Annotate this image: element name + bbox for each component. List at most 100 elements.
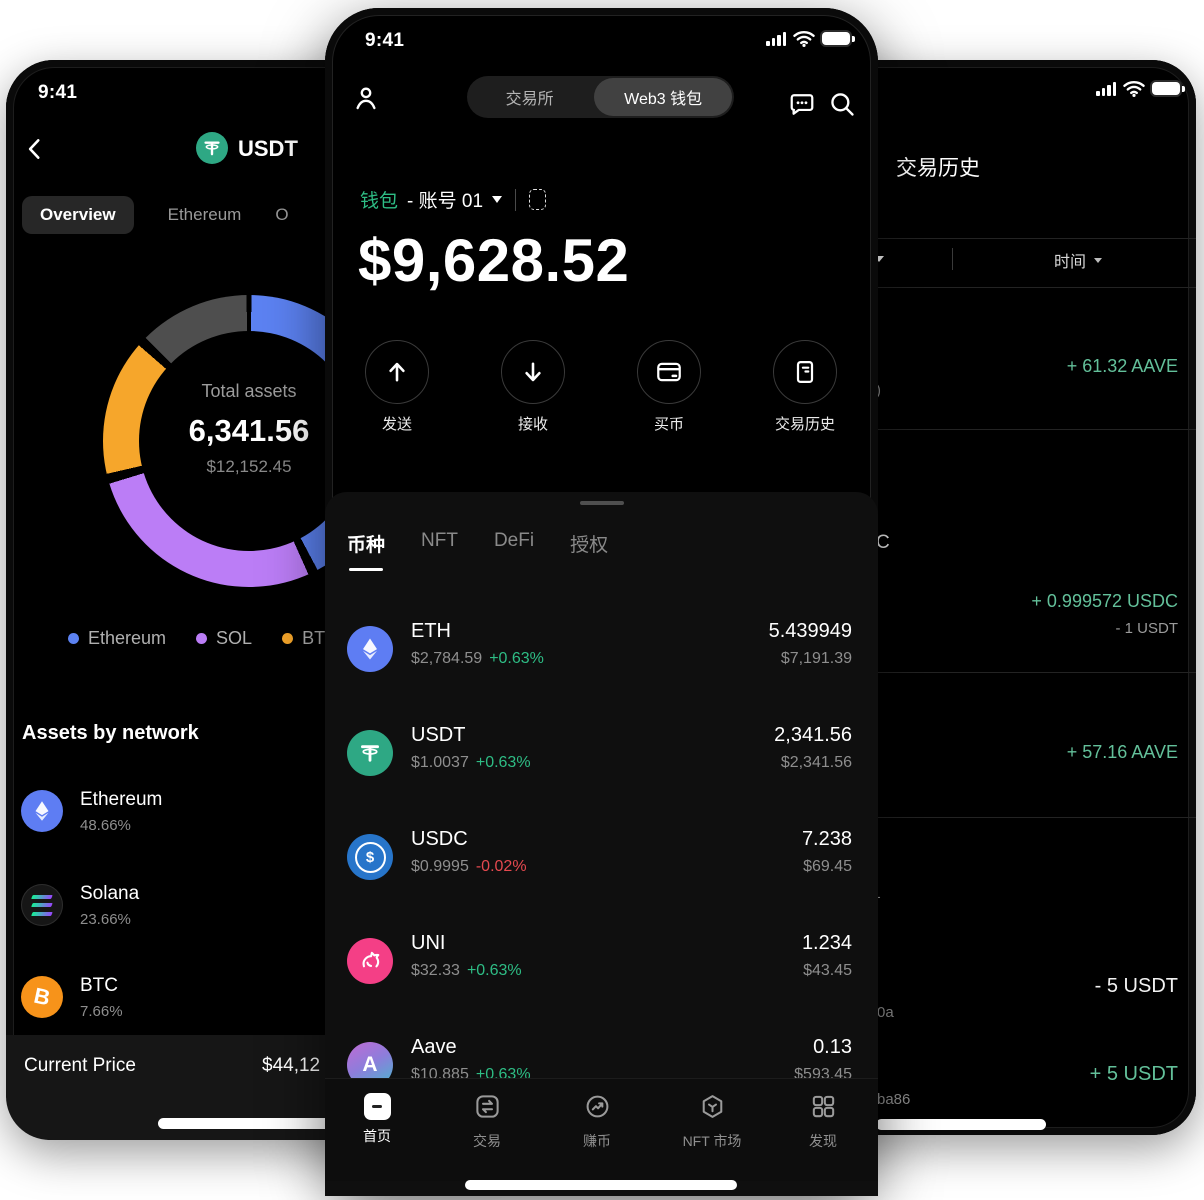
tab-approvals[interactable]: 授权 — [570, 535, 609, 556]
token-value: $7,191.39 — [780, 650, 852, 667]
token-row-eth[interactable]: ETH $2,784.59 +0.63% 5.439949 $7,191.39 — [325, 598, 878, 702]
usdt-icon — [347, 730, 393, 776]
center-phone-screen: 9:41 交易所 Web3 钱包 钱包 - 账号 01 $9,628.52 发送 — [325, 8, 878, 1196]
home-indicator[interactable] — [158, 1118, 418, 1129]
account-label: - 账号 01 — [407, 191, 484, 212]
token-amount: 5.439949 — [768, 620, 852, 642]
nav-discover[interactable]: 发现 — [775, 1093, 871, 1151]
token-price: $0.9995 — [411, 858, 469, 875]
legend-label: SOL — [216, 628, 253, 648]
bottom-nav-bar: 首页 交易 赚币 NFT 市场 发现 — [325, 1078, 878, 1181]
total-assets-value: 6,341.56 — [188, 413, 310, 448]
switch-device-icon[interactable] — [529, 189, 547, 210]
token-symbol: ETH — [411, 620, 451, 642]
legend-dot-btc — [282, 633, 294, 644]
token-change: -0.02% — [475, 858, 527, 875]
history-title: 交易历史 — [896, 157, 980, 180]
time-filter-dropdown[interactable]: 时间 — [1054, 248, 1103, 272]
action-label: 接收 — [517, 416, 548, 433]
divider — [680, 429, 1196, 430]
profile-icon[interactable] — [352, 84, 380, 112]
txn-amount[interactable]: + 5 USDT — [1089, 1063, 1178, 1085]
signal-icon — [766, 31, 786, 46]
discover-icon — [812, 1095, 834, 1118]
token-change: +0.63% — [466, 962, 522, 979]
tab-overview[interactable]: Overview — [22, 196, 134, 234]
txn-text-fragment: C — [876, 532, 890, 553]
token-price: $2,784.59 — [411, 650, 483, 667]
back-icon[interactable] — [22, 136, 48, 162]
network-row-btc[interactable]: B BTC 7.66% — [21, 955, 123, 1039]
nav-home[interactable]: 首页 — [329, 1093, 425, 1146]
token-row-uni[interactable]: UNI $32.33 +0.63% 1.234 $43.45 — [325, 910, 878, 1014]
earn-icon — [586, 1095, 608, 1118]
tab-exchange[interactable]: 交易所 — [505, 91, 554, 108]
home-indicator[interactable] — [465, 1180, 737, 1190]
nav-label: 交易 — [473, 1133, 501, 1149]
status-icons — [1096, 80, 1185, 97]
uni-icon — [347, 938, 393, 984]
total-balance: $9,628.52 — [358, 227, 630, 294]
send-button[interactable]: 发送 — [351, 340, 443, 434]
receive-button[interactable]: 接收 — [487, 340, 579, 434]
divider — [680, 817, 1196, 818]
total-assets-usd: $12,152.45 — [206, 457, 292, 476]
nav-label: NFT 市场 — [682, 1133, 742, 1149]
tab-ethereum[interactable]: Ethereum — [167, 205, 242, 224]
drag-handle[interactable] — [579, 501, 624, 505]
action-label: 买币 — [653, 416, 684, 433]
token-amount: 1.234 — [801, 932, 852, 954]
ethereum-network-icon — [21, 790, 63, 832]
token-symbol: USDC — [411, 828, 468, 850]
nav-trade[interactable]: 交易 — [439, 1093, 535, 1151]
tab-defi[interactable]: DeFi — [493, 530, 535, 551]
network-name: Ethereum — [80, 788, 163, 810]
txn-address-fragment: ba86 — [877, 1091, 911, 1108]
chevron-down-icon — [1094, 257, 1103, 263]
chat-icon[interactable] — [788, 90, 816, 118]
signal-icon — [1096, 81, 1116, 96]
status-time: 9:41 — [365, 30, 405, 51]
txn-amount[interactable]: - 5 USDT — [1094, 975, 1178, 997]
donut-center: Total assets 6,341.56 $12,152.45 — [103, 295, 395, 587]
card-icon — [637, 340, 701, 404]
current-price-label: Current Price — [24, 1055, 136, 1076]
home-indicator[interactable] — [876, 1119, 1046, 1130]
token-price: $32.33 — [411, 962, 460, 979]
usdc-icon: $ — [347, 834, 393, 880]
hidden-filter-caret[interactable] — [874, 256, 884, 262]
nav-label: 发现 — [809, 1133, 837, 1149]
token-row-usdt[interactable]: USDT $1.0037 +0.63% 2,341.56 $2,341.56 — [325, 702, 878, 806]
tab-tokens[interactable]: 币种 — [347, 530, 385, 571]
solana-bars-glyph — [31, 892, 53, 917]
txn-amount[interactable]: + 0.999572 USDC — [1031, 591, 1178, 611]
tab-truncated[interactable]: O — [275, 205, 289, 224]
token-symbol: UNI — [411, 932, 446, 954]
battery-icon — [1152, 82, 1185, 95]
txn-amount[interactable]: + 57.16 AAVE — [1066, 742, 1178, 762]
token-value: $69.45 — [803, 858, 852, 875]
network-row-ethereum[interactable]: Ethereum 48.66% — [21, 769, 162, 853]
nft-market-icon — [702, 1095, 722, 1118]
buy-crypto-button[interactable]: 买币 — [623, 340, 715, 434]
home-icon — [363, 1093, 391, 1120]
token-amount: 2,341.56 — [774, 724, 852, 746]
txn-amount[interactable]: + 61.32 AAVE — [1066, 356, 1178, 376]
token-symbol: USDT — [411, 724, 466, 746]
document-icon — [773, 340, 837, 404]
nav-earn[interactable]: 赚币 — [549, 1093, 645, 1151]
wallet-account-selector[interactable]: 钱包 - 账号 01 — [360, 186, 547, 213]
network-name: Solana — [80, 882, 140, 904]
token-row-usdc[interactable]: $ USDC $0.9995 -0.02% 7.238 $69.45 — [325, 806, 878, 910]
tab-nft[interactable]: NFT — [421, 530, 458, 551]
nav-nft-market[interactable]: NFT 市场 — [657, 1093, 767, 1151]
tab-web3-wallet[interactable]: Web3 钱包 — [594, 78, 732, 116]
history-button[interactable]: 交易历史 — [759, 340, 851, 434]
status-time: 9:41 — [38, 82, 78, 103]
search-icon[interactable] — [828, 90, 856, 118]
battery-icon — [822, 32, 855, 45]
arrow-up-icon — [365, 340, 429, 404]
chevron-down-icon — [492, 196, 503, 203]
token-amount: 7.238 — [801, 828, 852, 850]
network-row-solana[interactable]: Solana 23.66% — [21, 863, 139, 947]
